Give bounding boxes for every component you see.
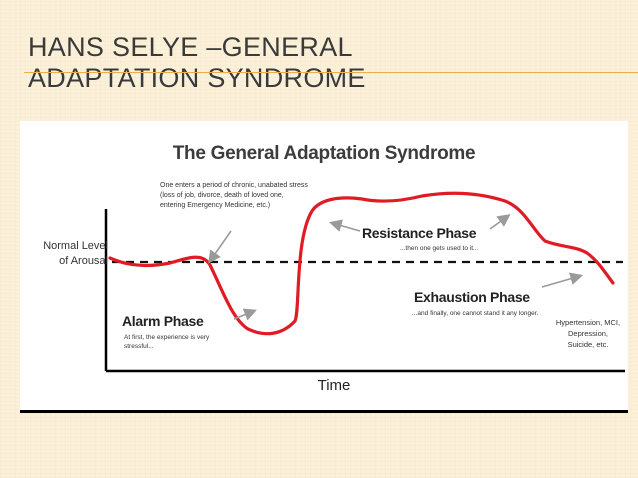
alarm-phase-description: At first, the experience is very stressf… [124,334,210,350]
stress-note: One enters a period of chronic, unabated… [160,182,308,209]
exhaustion-phase-arrow [541,272,584,288]
resistance-phase-arrow-right [489,214,511,230]
title-divider [24,72,638,73]
alarm-phase-label: Alarm Phase [122,313,204,329]
alarm-phase-arrow [233,308,257,321]
x-axis-label: Time [317,377,351,394]
stress-note-arrow [208,230,232,264]
y-axis-label: Normal Level of Arousal [43,240,108,267]
exhaustion-phase-description: ...and finally, one cannot stand it any … [412,310,539,317]
resistance-phase-arrow-left [328,219,361,232]
resistance-phase-description: ...then one gets used to it... [400,245,479,252]
gas-diagram-graphic [104,191,625,373]
diagram-title: The General Adaptation Syndrome [172,143,476,164]
resistance-phase-label: Resistance Phase [362,225,477,241]
slide-title: HANS SELYE –GENERAL ADAPTATION SYNDROME [28,32,366,93]
arousal-curve [108,191,615,336]
gas-diagram: The General Adaptation Syndrome Normal L… [20,121,628,413]
exhaustion-phase-label: Exhaustion Phase [414,289,530,305]
exhaustion-outcomes: Hypertension, MCI, Depression, Suicide, … [555,318,621,349]
